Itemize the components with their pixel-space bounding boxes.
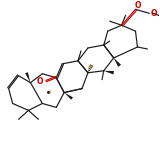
Text: O: O — [37, 77, 44, 86]
Polygon shape — [64, 93, 73, 100]
Text: H: H — [47, 90, 51, 95]
Polygon shape — [114, 58, 121, 67]
Polygon shape — [104, 71, 114, 75]
Text: O: O — [134, 1, 141, 10]
Text: O: O — [151, 9, 158, 18]
Polygon shape — [25, 72, 30, 83]
Text: H: H — [88, 65, 92, 70]
